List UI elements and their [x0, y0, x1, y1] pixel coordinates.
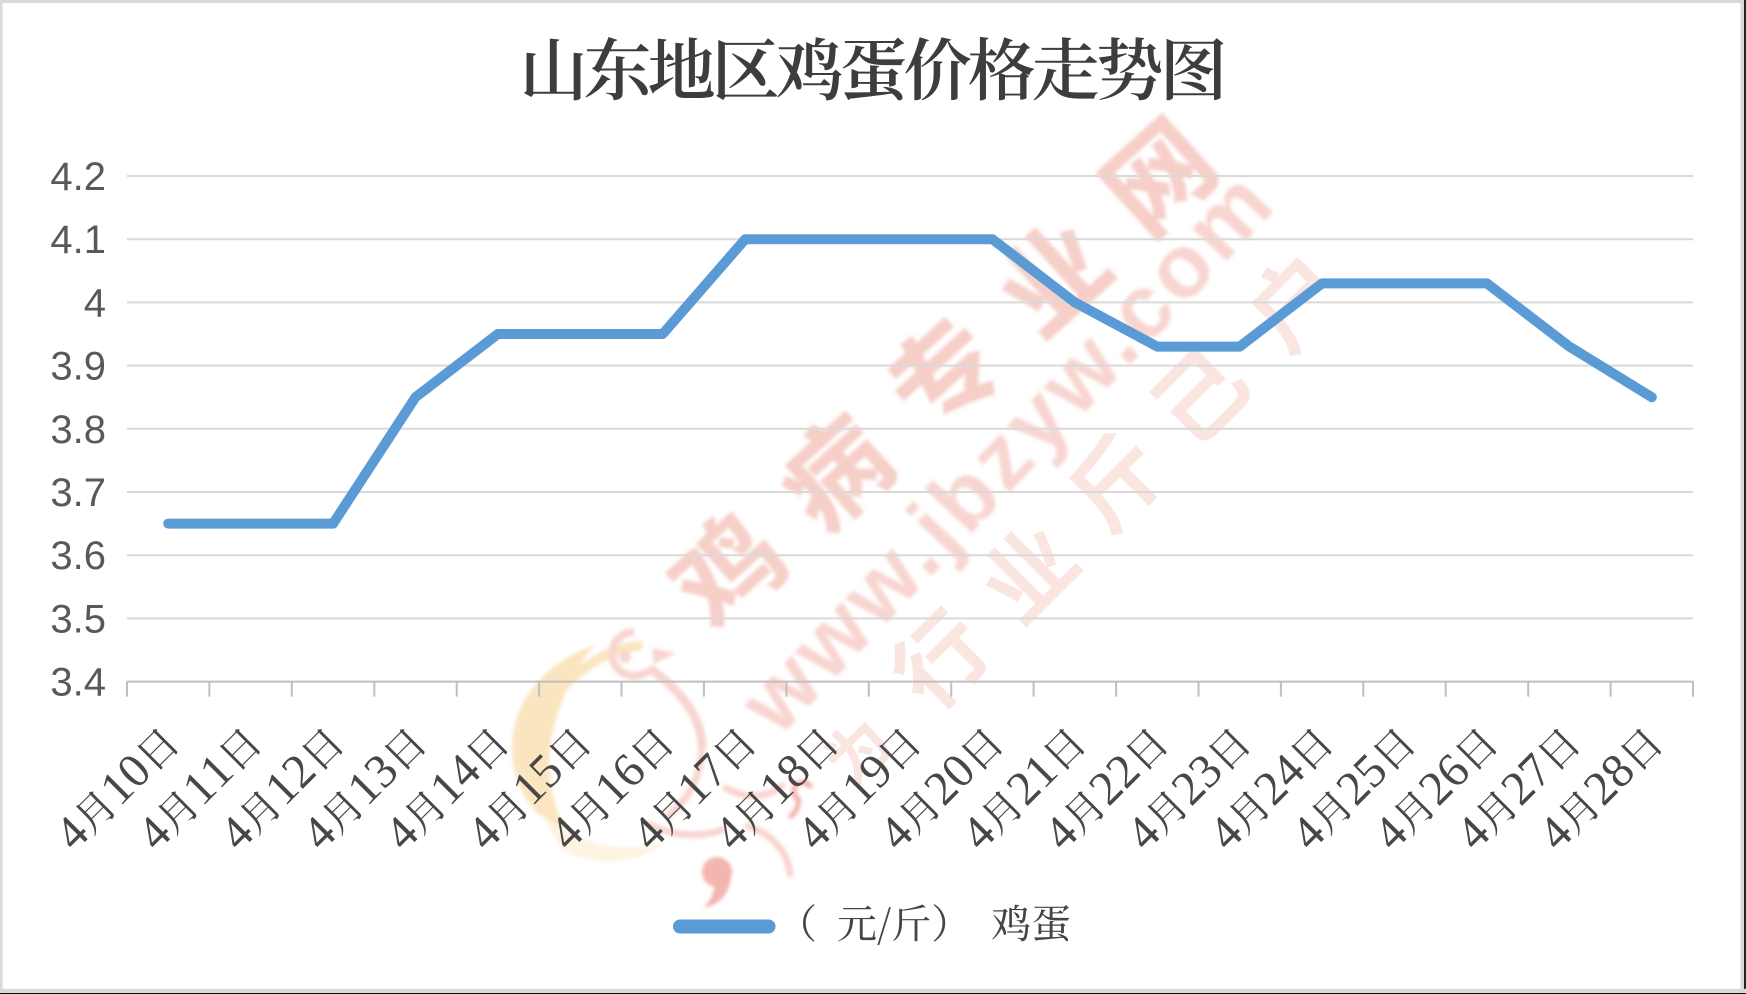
svg-text:3.9: 3.9 [50, 345, 106, 389]
svg-text:4.1: 4.1 [50, 218, 106, 262]
svg-text:3.4: 3.4 [50, 661, 106, 705]
svg-text:3.5: 3.5 [50, 597, 106, 641]
svg-text:3.6: 3.6 [50, 534, 106, 578]
svg-text:3.8: 3.8 [50, 408, 106, 452]
svg-text:4: 4 [84, 281, 106, 325]
svg-text:3.7: 3.7 [50, 471, 106, 515]
svg-text:4.2: 4.2 [50, 155, 106, 199]
